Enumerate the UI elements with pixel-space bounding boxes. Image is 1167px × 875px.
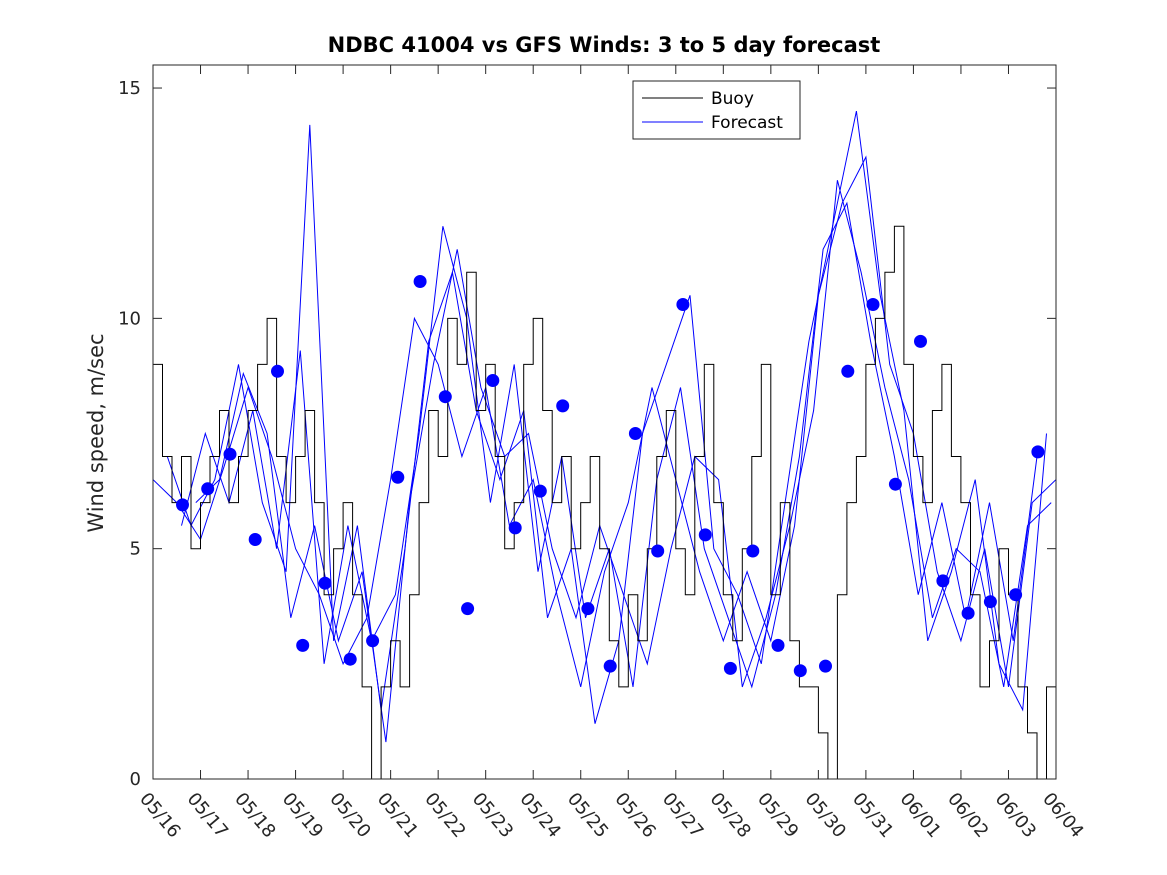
y-axis-label: Wind speed, m/sec: [84, 333, 108, 532]
forecast-marker: [841, 364, 855, 378]
forecast-line: [195, 180, 1052, 743]
y-tick-label: 15: [118, 78, 141, 99]
forecast-marker: [676, 298, 690, 311]
forecast-marker: [318, 576, 332, 590]
legend-forecast-label: Forecast: [711, 113, 783, 133]
forecast-marker: [866, 298, 880, 311]
forecast-marker: [533, 484, 547, 498]
forecast-marker: [438, 390, 452, 404]
forecast-marker: [651, 544, 665, 558]
forecast-line: [166, 110, 1047, 724]
forecast-marker: [223, 447, 237, 461]
forecast-marker: [819, 659, 832, 673]
y-tick-label: 5: [130, 539, 141, 560]
forecast-marker: [271, 364, 284, 378]
forecast-marker: [176, 498, 189, 512]
forecast-marker: [936, 574, 950, 588]
forecast-marker: [1009, 588, 1023, 602]
legend: Buoy Forecast: [632, 80, 801, 140]
forecast-marker: [296, 638, 310, 652]
forecast-marker: [888, 477, 902, 491]
axes-box: [152, 64, 1057, 780]
forecast-marker: [723, 661, 737, 675]
legend-buoy-label: Buoy: [711, 89, 754, 109]
forecast-marker: [1031, 445, 1045, 459]
forecast-marker: [486, 374, 500, 387]
y-tick-label: 10: [118, 308, 141, 329]
forecast-marker: [343, 652, 357, 666]
forecast-marker: [603, 659, 617, 673]
forecast-marker: [914, 334, 927, 348]
forecast-marker: [746, 544, 760, 558]
forecast-marker: [366, 634, 380, 648]
forecast-marker: [793, 664, 807, 678]
plot-area: [153, 110, 1056, 779]
forecast-marker: [413, 275, 427, 288]
forecast-marker: [201, 482, 215, 496]
forecast-marker: [983, 595, 997, 609]
legend-box: [632, 80, 801, 140]
y-tick-label: 0: [130, 769, 141, 790]
forecast-marker: [508, 521, 522, 535]
buoy-line: [153, 225, 1056, 779]
forecast-marker: [628, 427, 642, 440]
forecast-marker: [248, 533, 262, 546]
forecast-marker: [556, 399, 570, 413]
forecast-marker: [461, 602, 475, 616]
forecast-line: [153, 155, 1056, 688]
forecast-marker: [961, 606, 975, 620]
forecast-marker: [771, 638, 785, 652]
forecast-marker: [581, 602, 595, 616]
forecast-marker: [698, 528, 712, 542]
chart-title: NDBC 41004 vs GFS Winds: 3 to 5 day fore…: [328, 33, 881, 57]
forecast-marker: [391, 470, 405, 484]
